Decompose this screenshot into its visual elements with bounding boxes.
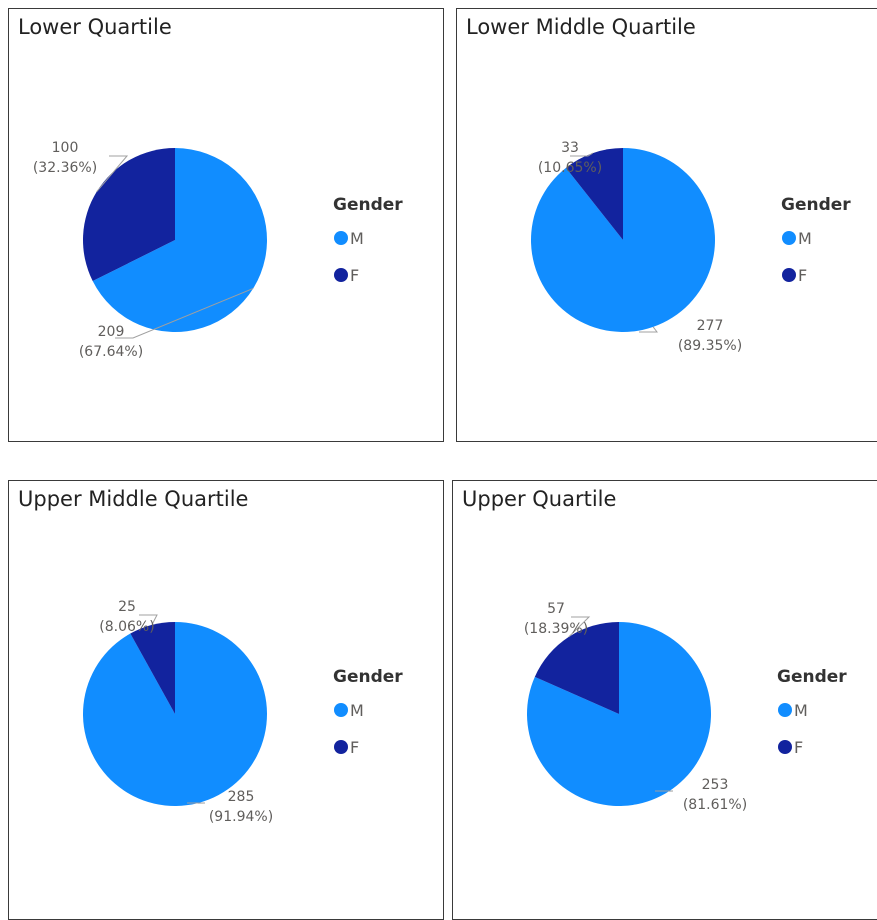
- data-label-percent: (67.64%): [79, 344, 143, 360]
- legend-title: Gender: [333, 195, 403, 215]
- legend-item-m[interactable]: M: [350, 701, 364, 720]
- data-label-percent: (8.06%): [99, 619, 154, 635]
- data-label-value: 33: [561, 140, 579, 156]
- legend-marker-f: [334, 268, 348, 282]
- chart-panel-upper-middle-quartile: Upper Middle Quartile 285(91.94%)25(8.06…: [8, 480, 444, 920]
- chart-panel-lower-middle-quartile: Lower Middle Quartile 277(89.35%)33(10.6…: [456, 8, 877, 442]
- pie-chart-lower-middle-quartile: 277 (89.35%) 33 (10.65%) Gender MF: [457, 9, 877, 442]
- legend-item-f[interactable]: F: [350, 266, 359, 285]
- legend-item-m[interactable]: M: [350, 229, 364, 248]
- data-label-percent: (89.35%): [678, 338, 742, 354]
- legend-item-m[interactable]: M: [798, 229, 812, 248]
- legend-marker-m: [334, 703, 348, 717]
- legend-item-f[interactable]: F: [798, 266, 807, 285]
- pie-chart-lower-quartile: 209 (67.64%) 100 (32.36%) Gender MF: [9, 9, 444, 442]
- data-label-value: 209: [98, 324, 125, 340]
- chart-panel-lower-quartile: Lower Quartile 209(67.64%)100(32.36%)Gen…: [8, 8, 444, 442]
- legend-marker-m: [778, 703, 792, 717]
- legend-item-m[interactable]: M: [794, 701, 808, 720]
- legend-marker-f: [334, 740, 348, 754]
- data-label-value: 285: [228, 789, 255, 805]
- pie-chart-upper-middle-quartile: 285 (91.94%) 25 (8.06%) Gender MF: [9, 481, 444, 920]
- data-label-percent: (18.39%): [524, 621, 588, 637]
- data-label-value: 57: [547, 601, 565, 617]
- legend-title: Gender: [781, 195, 851, 215]
- legend-marker-m: [782, 231, 796, 245]
- chart-panel-upper-quartile: Upper Quartile 253(81.61%)57(18.39%)Gend…: [452, 480, 877, 920]
- data-label-value: 25: [118, 599, 136, 615]
- data-label-percent: (91.94%): [209, 809, 273, 825]
- legend-marker-f: [778, 740, 792, 754]
- legend-title: Gender: [777, 667, 847, 687]
- legend-item-f[interactable]: F: [350, 738, 359, 757]
- data-label-value: 277: [697, 318, 724, 334]
- pie-chart-upper-quartile: 253 (81.61%) 57 (18.39%) Gender MF: [453, 481, 877, 920]
- legend-item-f[interactable]: F: [794, 738, 803, 757]
- data-label-percent: (10.65%): [538, 160, 602, 176]
- legend-marker-m: [334, 231, 348, 245]
- data-label-value: 100: [52, 140, 79, 156]
- data-label-value: 253: [702, 777, 729, 793]
- legend-marker-f: [782, 268, 796, 282]
- data-label-percent: (81.61%): [683, 797, 747, 813]
- legend-title: Gender: [333, 667, 403, 687]
- data-label-percent: (32.36%): [33, 160, 97, 176]
